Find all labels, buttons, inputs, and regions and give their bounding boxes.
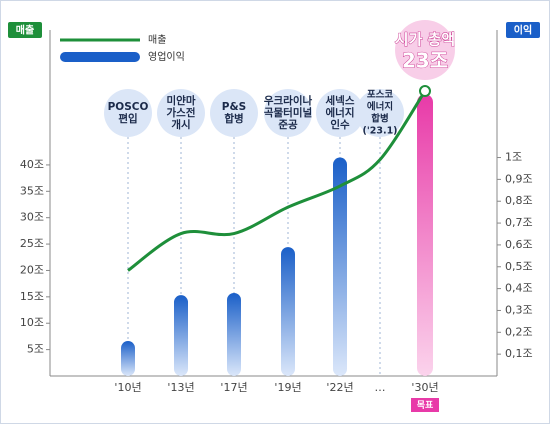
- x-tick-label: '22년: [326, 381, 353, 394]
- bar: [121, 341, 135, 376]
- milestone-text: 합병: [371, 113, 388, 125]
- y2-tick-label: 0,5조: [505, 260, 533, 273]
- target-note: 시가 총액: [395, 31, 455, 49]
- x-tick-label: '17년: [220, 381, 247, 394]
- x-tick-label: '19년: [274, 381, 301, 394]
- milestone-circle: [210, 89, 258, 137]
- line: [127, 90, 427, 272]
- y-tick-label: 20조: [20, 263, 44, 276]
- target-label: 목표: [417, 400, 434, 411]
- milestone-text: 편입: [118, 112, 137, 125]
- milestone-text: P&S: [222, 101, 246, 113]
- legend-bar: [60, 52, 140, 62]
- y2-tick-label: 0,1조: [505, 347, 533, 360]
- y-tick-label: 25조: [20, 237, 44, 250]
- x-tick-label: '30년: [411, 381, 438, 394]
- milestone-text: 합병: [224, 112, 243, 125]
- target-badge: [411, 398, 439, 412]
- legend-label: 매출: [148, 34, 166, 46]
- milestone-text: 준공: [278, 119, 298, 131]
- milestone-text: 에너지: [367, 101, 393, 113]
- left-axis-badge: [8, 22, 42, 38]
- target-dot: [419, 85, 431, 98]
- milestone-text: ('23.1): [362, 126, 397, 137]
- milestone-text: 곡물터미널: [264, 106, 312, 119]
- y2-tick-label: 0,8조: [505, 194, 533, 207]
- bar: [417, 94, 433, 377]
- milestone-text: 개시: [171, 118, 190, 131]
- legend-label: 영업이익: [148, 50, 185, 63]
- milestone-text: POSCO: [108, 101, 149, 113]
- right-axis-badge: [506, 22, 540, 38]
- milestone-circle: [157, 89, 205, 137]
- y2-tick-label: 0,9조: [505, 172, 533, 185]
- y-tick-label: 35조: [20, 184, 44, 197]
- milestone-circle: [264, 89, 312, 137]
- bar: [174, 295, 188, 376]
- y-tick-label: 10조: [20, 316, 44, 329]
- left-axis-title: 매출: [16, 24, 34, 37]
- x-tick-label: '10년: [114, 381, 141, 394]
- bar: [281, 247, 295, 376]
- milestone-circle: [356, 89, 404, 137]
- target-circle: [395, 20, 455, 80]
- y2-tick-label: 0,2조: [505, 325, 533, 338]
- milestone-text: 미얀마: [167, 94, 196, 107]
- y-tick-label: 40조: [20, 158, 44, 171]
- target-note: 23조: [402, 49, 448, 73]
- milestone-text: 에너지: [326, 106, 355, 119]
- y2-tick-label: 0,3조: [505, 303, 533, 316]
- x-tick-label: …: [375, 381, 386, 394]
- y2-tick-label: 0,7조: [505, 216, 533, 229]
- milestone-text: 세넥스: [326, 94, 355, 107]
- y-tick-label: 30조: [20, 211, 44, 224]
- bar: [333, 157, 347, 376]
- milestone-text: 가스전: [167, 106, 196, 119]
- x-tick-label: '13년: [167, 381, 194, 394]
- milestone-circle: [104, 89, 152, 137]
- milestone-text: 인수: [330, 118, 350, 131]
- milestone-circle: [316, 89, 364, 137]
- y2-tick-label: 0,6조: [505, 238, 533, 251]
- bar: [227, 292, 241, 376]
- y2-tick-label: 1조: [505, 151, 522, 164]
- right-axis-title: 이익: [514, 24, 532, 37]
- y2-tick-label: 0,4조: [505, 282, 533, 295]
- y-tick-label: 5조: [27, 343, 44, 356]
- milestone-text: 포스코: [367, 90, 393, 101]
- y-tick-label: 15조: [20, 290, 44, 303]
- milestone-text: 우크라이나: [264, 94, 313, 107]
